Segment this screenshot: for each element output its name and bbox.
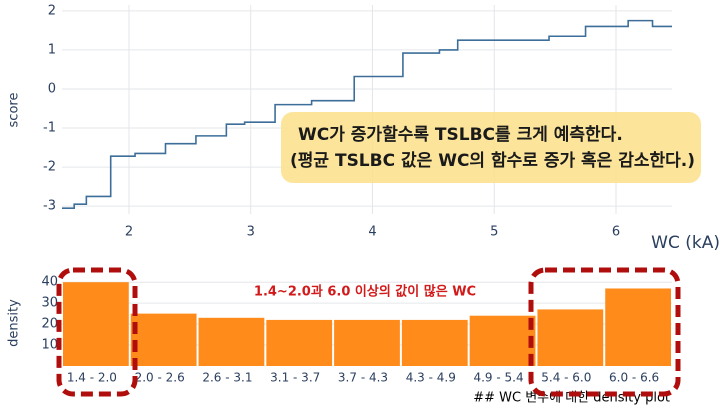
- bar: [334, 319, 400, 366]
- bar: [401, 319, 468, 366]
- x-axis-label: WC (kA): [651, 233, 720, 253]
- annotation: 1.4~2.0과 6.0 이상의 값이 많은 WC: [254, 284, 476, 300]
- bar: [198, 317, 265, 366]
- highlight: [56, 267, 138, 397]
- y-axis-label: density: [7, 299, 22, 347]
- y-tick-label: 20: [41, 317, 58, 332]
- caption: ## WC 변수에 대한 density plot: [473, 391, 670, 406]
- annotation: WC가 증가할수록 TSLBC를 크게 예측한다.: [298, 125, 623, 145]
- x-tick-label: 4: [368, 225, 376, 240]
- x-tick-label: 2: [125, 225, 133, 240]
- step-line: [62, 19, 672, 209]
- bar-chart: 10 20 30 40 1.4 - 2.0 2.0 - 2.6 2.6 - 3.1 3.1 -…: [41, 275, 672, 385]
- bar: [130, 313, 197, 366]
- y-tick-label: -2: [43, 160, 56, 175]
- x-tick-label: 6: [612, 225, 620, 240]
- x-tick-label: 1.4 - 2.0: [67, 371, 117, 385]
- x-tick-label: 2.6 - 3.1: [202, 371, 252, 385]
- bar: [63, 282, 129, 366]
- y-axis-label: score: [7, 93, 22, 128]
- annotation-box: [281, 112, 701, 183]
- x-tick-label: 4.9 - 5.4: [473, 371, 523, 385]
- bar: [469, 315, 536, 366]
- y-tick-label: 0: [48, 81, 56, 96]
- y-tick-label: 40: [41, 275, 58, 290]
- x-tick-label: 4.3 - 4.9: [406, 371, 456, 385]
- bar: [605, 288, 671, 366]
- x-tick-label: 3.1 - 3.7: [270, 371, 320, 385]
- x-tick-label: 3.7 - 4.3: [338, 371, 388, 385]
- y-tick-label: 1: [48, 42, 56, 57]
- x-tick-label: 5.4 - 6.0: [541, 371, 591, 385]
- x-tick-label: 2.0 - 2.6: [135, 371, 185, 385]
- x-tick-label: 3: [247, 225, 255, 240]
- y-tick-label: 30: [41, 296, 58, 311]
- y-tick-label: 2: [48, 3, 56, 18]
- step-chart: -3 -2 -1 0 1 2 2 3 4 5 6: [43, 3, 672, 240]
- annotation: (평균 TSLBC 값은 WC의 함수로 증가 혹은 감소한다.): [290, 150, 695, 171]
- x-tick-label: 5: [490, 225, 498, 240]
- bar: [537, 309, 604, 366]
- bar: [266, 319, 333, 366]
- x-tick-label: 6.0 - 6.6: [609, 371, 659, 385]
- highlight: [528, 267, 681, 397]
- y-tick-label: -1: [43, 121, 56, 136]
- y-tick-label: -3: [43, 199, 56, 214]
- y-tick-label: 10: [41, 338, 58, 353]
